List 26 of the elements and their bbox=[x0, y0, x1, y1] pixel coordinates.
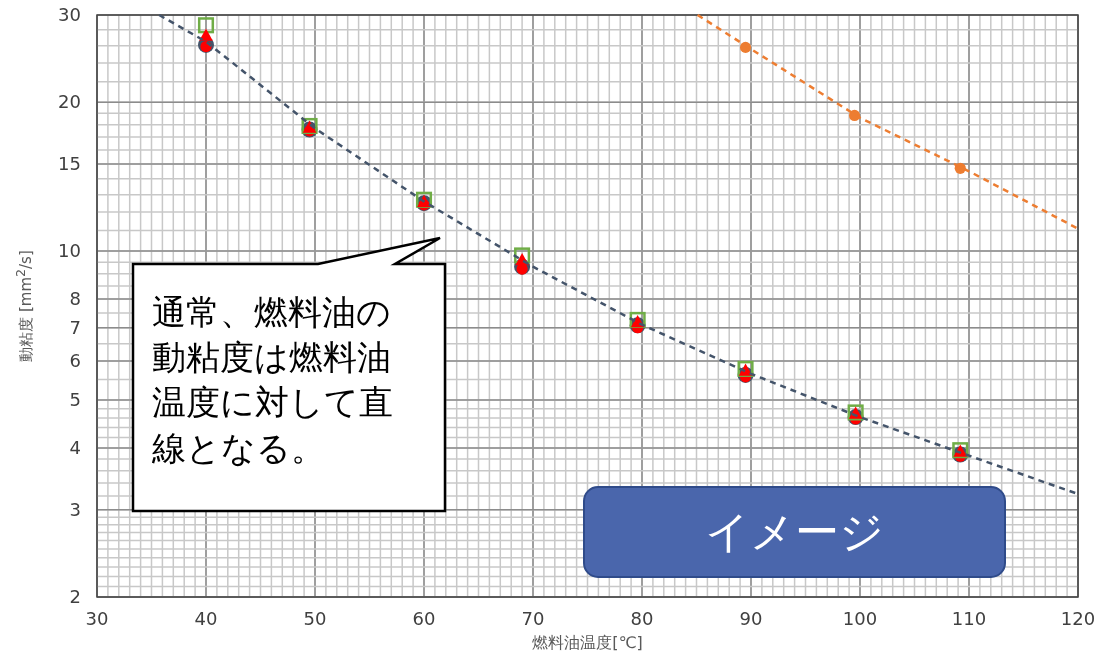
point bbox=[514, 247, 531, 264]
y-tick-label: 15 bbox=[58, 152, 81, 174]
x-tick-label: 30 bbox=[85, 608, 109, 629]
x-tick-label: 120 bbox=[1060, 608, 1096, 629]
x-tick-label: 40 bbox=[194, 608, 218, 629]
y-tick-label: 7 bbox=[69, 316, 81, 338]
point bbox=[199, 28, 213, 41]
x-tick-label: 60 bbox=[412, 608, 436, 629]
x-tick-label: 50 bbox=[303, 608, 327, 629]
y-tick-label: 20 bbox=[58, 91, 81, 113]
y-tick-label: 3 bbox=[69, 498, 81, 520]
y-tick-label: 10 bbox=[58, 240, 81, 262]
y-tick-label: 2 bbox=[69, 586, 81, 607]
x-tick-label: 80 bbox=[630, 608, 654, 629]
y-tick-label: 30 bbox=[58, 4, 81, 25]
x-tick-label: 90 bbox=[739, 608, 763, 629]
y-tick-label: 8 bbox=[69, 288, 81, 310]
y-tick-label: 6 bbox=[69, 349, 81, 371]
x-tick-label: 70 bbox=[521, 608, 545, 629]
x-tick-label: 100 bbox=[842, 608, 878, 629]
x-axis-title: 燃料油温度[℃] bbox=[532, 633, 643, 653]
y-tick-label: 5 bbox=[69, 389, 81, 411]
x-tick-label: 110 bbox=[951, 608, 987, 629]
annotation: 通常、燃料油の動粘度は燃料油温度に対して直線となる。 bbox=[152, 291, 394, 470]
y-tick-label: 4 bbox=[69, 437, 81, 459]
point bbox=[197, 17, 215, 34]
